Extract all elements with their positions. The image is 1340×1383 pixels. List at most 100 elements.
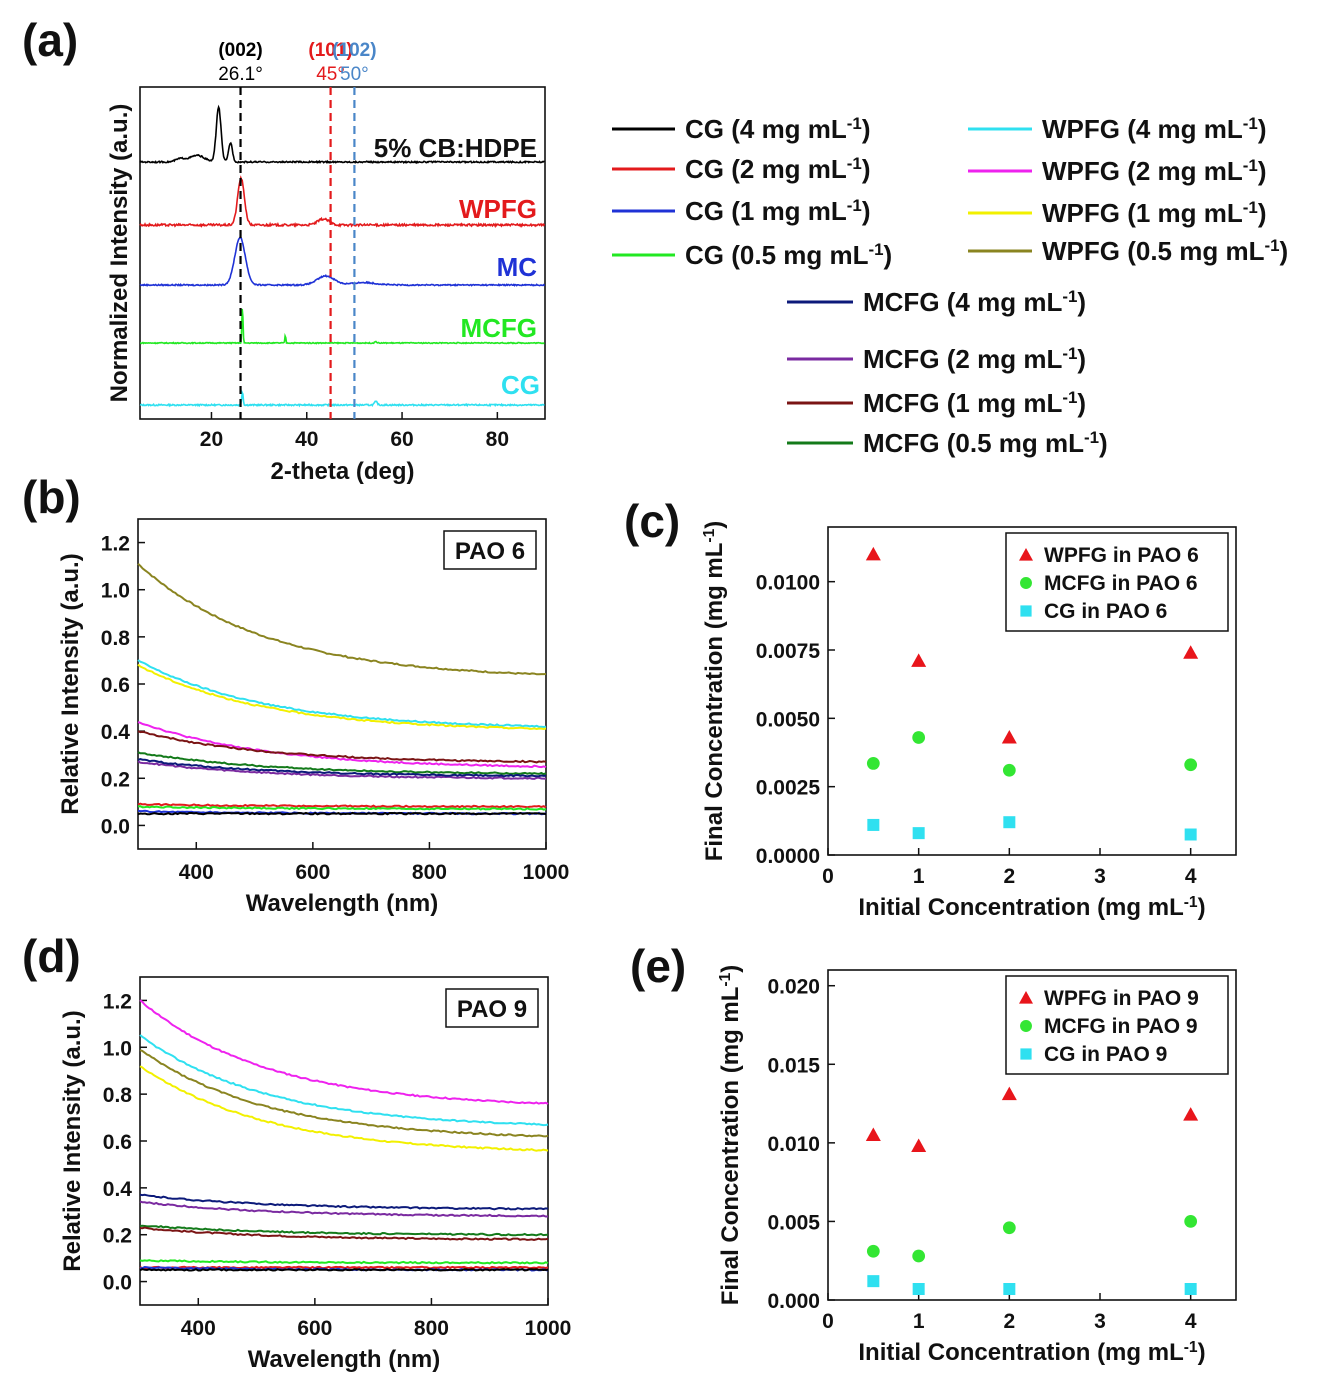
legend-marker — [1020, 577, 1032, 589]
reference-hkl-label: (002) — [218, 40, 262, 61]
data-point — [912, 1249, 926, 1263]
data-point — [865, 546, 881, 561]
legend-label: CG (1 mg mL-1) — [685, 196, 871, 227]
y-tick-label: 0.0 — [101, 815, 130, 838]
spectrum-line — [139, 1193, 549, 1211]
x-tick-label: 1000 — [523, 861, 570, 884]
reference-angle-label: 50° — [340, 64, 369, 85]
panel-label-b: (b) — [22, 471, 81, 523]
x-tick-label: 1 — [913, 1310, 925, 1333]
spectrum-line — [139, 1200, 548, 1218]
sample-box — [445, 988, 539, 1028]
legend-entry-label: CG in PAO 6 — [1044, 600, 1167, 623]
series-label: MCFG — [460, 313, 537, 343]
legend-marker — [1020, 1020, 1032, 1032]
y-tick-label: 0.015 — [767, 1054, 820, 1077]
data-point — [912, 827, 925, 840]
x-tick-label: 0 — [822, 1310, 834, 1333]
spectrum-line — [137, 730, 547, 764]
y-tick-label: 0.0100 — [756, 572, 820, 595]
sample-box-label: PAO 6 — [455, 538, 525, 565]
x-tick-label: 4 — [1185, 1310, 1197, 1333]
y-tick-label: 0.4 — [101, 721, 131, 744]
x-tick-label: 0 — [822, 865, 834, 888]
line-legend: CG (4 mg mL-1) CG (2 mg mL-1) CG (1 mg mL-… — [612, 114, 1288, 458]
data-point — [1184, 1215, 1198, 1228]
legend-entry-label: MCFG in PAO 6 — [1044, 572, 1198, 595]
y-axis-title: Final Concentration (mg mL-1) — [717, 965, 745, 1306]
y-tick-label: 0.020 — [767, 976, 820, 999]
pao6-concentration-chart: 0 1 2 3 4 0.0000 0.0025 0.0050 0.0075 0.0100 Initi… — [701, 521, 1237, 921]
data-point — [1184, 1283, 1197, 1295]
legend-label: CG (4 mg mL-1) — [685, 114, 871, 145]
y-tick-label: 0.000 — [767, 1290, 820, 1313]
spectrum-line — [139, 1259, 549, 1265]
xrd-series-line — [139, 389, 545, 408]
x-tick-label: 400 — [181, 1317, 216, 1340]
series-label: CG — [501, 370, 540, 400]
reference-angle-label: 45° — [316, 64, 345, 85]
scatter-legend-box — [1005, 975, 1229, 1075]
y-tick-label: 0.0075 — [756, 640, 821, 663]
y-tick-label: 0.4 — [103, 1178, 133, 1201]
y-tick-label: 0.8 — [101, 627, 131, 650]
y-tick-label: 0.8 — [103, 1084, 133, 1107]
x-tick-label: 2 — [1003, 1310, 1015, 1333]
spectrum-line — [139, 1226, 549, 1242]
y-tick-label: 0.2 — [103, 1225, 132, 1248]
legend-entry-label: CG in PAO 9 — [1044, 1043, 1167, 1066]
legend-label: WPFG (0.5 mg mL-1) — [1042, 236, 1288, 267]
pao9-concentration-chart: 0 1 2 3 4 0.000 0.005 0.010 0.015 0.020 Initial Co… — [717, 965, 1237, 1366]
y-tick-label: 0.0025 — [756, 777, 821, 800]
spectrum-line — [137, 663, 547, 731]
x-axis-title: 2-theta (deg) — [271, 458, 415, 485]
x-tick-label: 800 — [412, 861, 447, 884]
y-tick-label: 1.0 — [101, 580, 130, 603]
x-axis-title: Initial Concentration (mg mL-1) — [858, 894, 1205, 922]
reference-hkl-label: (101) — [308, 40, 352, 61]
xrd-series-line — [140, 308, 545, 345]
spectrum-line — [139, 1268, 549, 1272]
y-tick-label: 0.6 — [101, 674, 130, 697]
data-point — [867, 1275, 880, 1288]
spectrum-line — [137, 659, 547, 729]
legend-marker — [1019, 991, 1033, 1004]
sample-box — [443, 530, 537, 570]
legend-label: MCFG (1 mg mL-1) — [863, 388, 1086, 419]
x-tick-label: 3 — [1094, 865, 1106, 888]
x-tick-label: 20 — [200, 428, 223, 451]
legend-label: WPFG (2 mg mL-1) — [1042, 156, 1266, 187]
panel-label-d: (d) — [22, 930, 81, 982]
spectrum-line — [137, 758, 547, 778]
y-tick-label: 1.2 — [101, 533, 130, 556]
data-point — [1184, 828, 1197, 841]
spectrum-line — [137, 760, 547, 780]
legend-label: WPFG (4 mg mL-1) — [1042, 114, 1266, 145]
x-axis-title: Wavelength (nm) — [246, 890, 438, 917]
y-tick-label: 1.0 — [103, 1037, 132, 1060]
data-point — [866, 757, 880, 770]
spectrum-line — [139, 1049, 549, 1138]
x-tick-label: 80 — [486, 428, 509, 451]
data-point — [1001, 729, 1017, 744]
spectrum-line — [139, 999, 549, 1105]
xrd-series-line — [139, 104, 545, 165]
spectrum-line — [137, 805, 547, 811]
data-point — [866, 1244, 880, 1258]
data-point — [1184, 758, 1198, 772]
x-axis-title: Initial Concentration (mg mL-1) — [858, 1339, 1205, 1367]
y-tick-label: 0.010 — [767, 1133, 820, 1156]
xrd-series-line — [139, 236, 546, 287]
x-tick-label: 1000 — [525, 1317, 572, 1340]
xrd-series-line — [139, 175, 546, 229]
y-axis-title: Relative Intensity (a.u.) — [59, 1010, 86, 1271]
data-point — [865, 1127, 881, 1141]
y-tick-label: 0.005 — [767, 1211, 820, 1234]
pao9-spectra-chart: 400 600 800 1000 0.0 0.2 0.4 0.6 0.8 1.0 1.2 Wavele… — [59, 976, 572, 1373]
legend-marker — [1020, 1048, 1032, 1060]
spectrum-line — [137, 751, 547, 776]
y-tick-label: 0.2 — [101, 768, 130, 791]
spectrum-line — [139, 1224, 549, 1237]
data-point — [1003, 816, 1016, 829]
